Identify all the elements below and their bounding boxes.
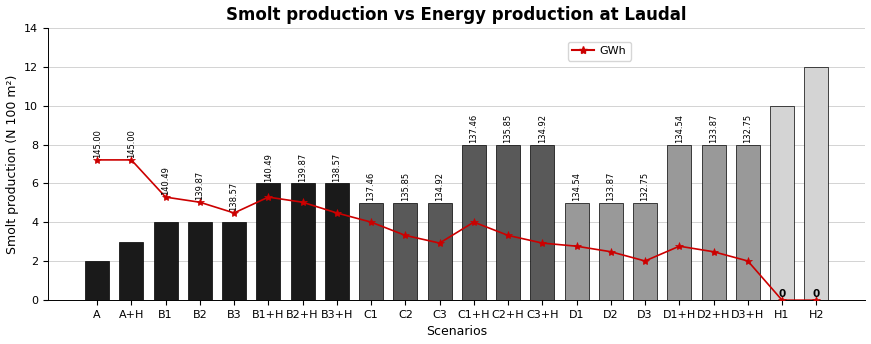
GWh xyxy=(160,195,171,199)
Bar xyxy=(325,183,348,300)
Text: 0: 0 xyxy=(779,289,786,299)
Text: 134.92: 134.92 xyxy=(436,172,444,201)
Text: 134.54: 134.54 xyxy=(572,172,581,201)
GWh xyxy=(91,158,102,162)
Bar xyxy=(291,183,314,300)
Bar xyxy=(496,144,520,300)
Text: 0: 0 xyxy=(813,289,820,299)
Text: 132.75: 132.75 xyxy=(743,114,753,143)
GWh xyxy=(126,158,137,162)
Text: 145.00: 145.00 xyxy=(92,129,102,158)
Text: 138.57: 138.57 xyxy=(230,182,239,211)
Bar xyxy=(667,144,692,300)
GWh xyxy=(743,259,753,263)
Bar xyxy=(462,144,486,300)
Bar xyxy=(119,242,144,300)
GWh xyxy=(297,200,307,204)
Text: 133.87: 133.87 xyxy=(606,172,615,201)
Text: 137.46: 137.46 xyxy=(367,172,375,201)
Bar xyxy=(188,222,212,300)
Y-axis label: Smolt production (N 100 m²): Smolt production (N 100 m²) xyxy=(5,74,18,254)
GWh xyxy=(811,298,821,302)
Bar xyxy=(256,183,280,300)
Bar xyxy=(804,67,828,300)
Bar xyxy=(85,261,109,300)
Text: 135.85: 135.85 xyxy=(401,172,410,201)
Line: GWh: GWh xyxy=(93,156,820,304)
Text: 145.00: 145.00 xyxy=(127,129,136,158)
Bar xyxy=(564,203,589,300)
GWh xyxy=(605,250,616,254)
GWh xyxy=(263,195,273,199)
GWh xyxy=(400,233,410,237)
Text: 139.87: 139.87 xyxy=(298,152,307,182)
Bar xyxy=(530,144,554,300)
GWh xyxy=(708,250,719,254)
GWh xyxy=(469,220,479,224)
GWh xyxy=(777,298,787,302)
GWh xyxy=(332,211,342,215)
Text: 135.85: 135.85 xyxy=(503,114,512,143)
Text: 140.49: 140.49 xyxy=(161,166,170,195)
Text: 140.49: 140.49 xyxy=(264,153,273,182)
Text: 134.92: 134.92 xyxy=(537,114,547,143)
Text: 139.87: 139.87 xyxy=(195,171,205,200)
Bar xyxy=(701,144,726,300)
Legend: GWh: GWh xyxy=(568,42,631,61)
Bar xyxy=(736,144,760,300)
GWh xyxy=(537,241,548,245)
GWh xyxy=(503,233,513,237)
Bar xyxy=(633,203,657,300)
Bar xyxy=(153,222,178,300)
Bar xyxy=(770,106,794,300)
Text: 137.46: 137.46 xyxy=(469,114,478,143)
GWh xyxy=(194,200,205,204)
Text: 134.54: 134.54 xyxy=(675,114,684,143)
GWh xyxy=(366,220,376,224)
Text: 132.75: 132.75 xyxy=(640,172,650,201)
Text: 138.57: 138.57 xyxy=(333,152,341,182)
Bar xyxy=(394,203,417,300)
Title: Smolt production vs Energy production at Laudal: Smolt production vs Energy production at… xyxy=(226,6,687,23)
Bar xyxy=(428,203,451,300)
X-axis label: Scenarios: Scenarios xyxy=(426,325,487,338)
GWh xyxy=(674,244,685,248)
GWh xyxy=(435,241,445,245)
Bar xyxy=(359,203,383,300)
Bar xyxy=(222,222,246,300)
GWh xyxy=(571,244,582,248)
GWh xyxy=(229,211,240,215)
Bar xyxy=(599,203,623,300)
GWh xyxy=(640,259,651,263)
Text: 133.87: 133.87 xyxy=(709,113,718,143)
